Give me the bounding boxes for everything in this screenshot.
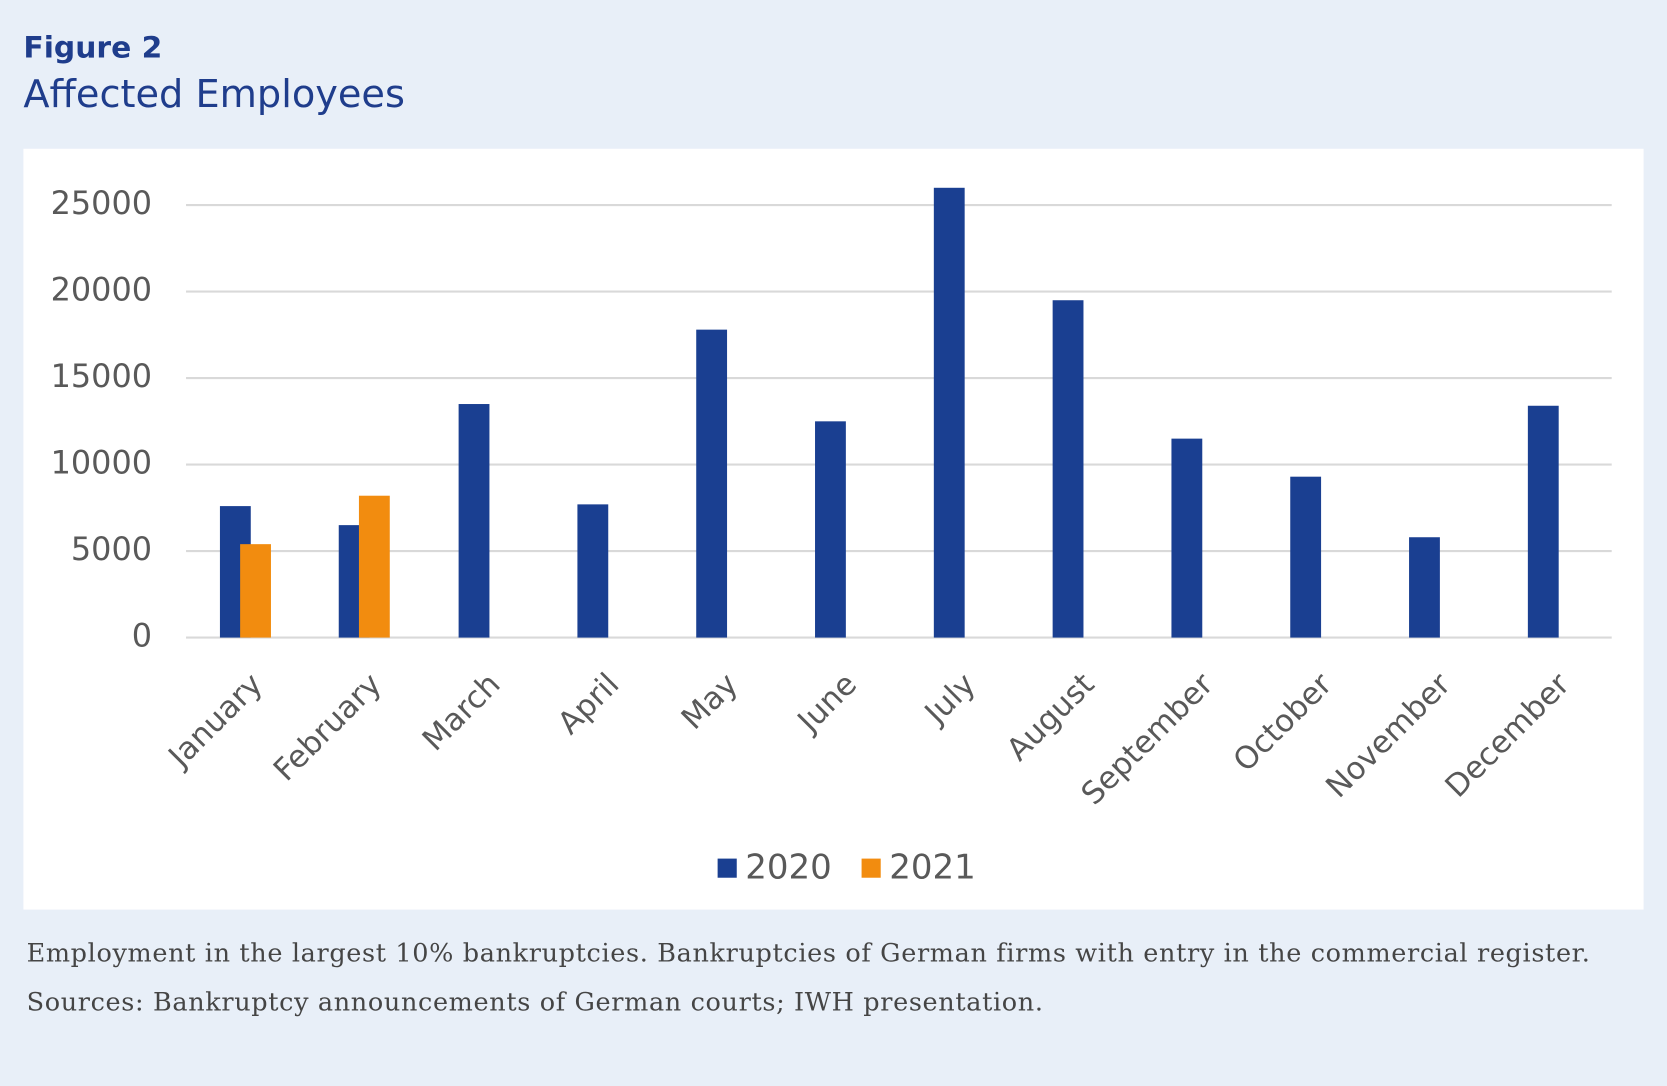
bar	[577, 504, 609, 638]
bar	[1171, 438, 1203, 638]
y-tick-label: 5000	[71, 530, 152, 568]
bar	[240, 544, 271, 638]
bar	[1290, 476, 1322, 638]
legend-swatch	[717, 858, 737, 878]
bar	[1052, 300, 1084, 638]
note: Employment in the largest 10% bankruptci…	[26, 938, 1591, 969]
notes: Employment in the largest 10% bankruptci…	[27, 935, 1632, 1020]
legend-label: 2020	[745, 848, 832, 888]
source: Sources: Bankruptcy announcements of Ger…	[26, 987, 1044, 1017]
y-tick-label: 20000	[51, 271, 152, 309]
bar	[933, 187, 965, 638]
bar	[1409, 537, 1440, 638]
notes-box: Employment in the largest 10% bankruptci…	[27, 935, 1632, 1020]
legend-swatch	[861, 858, 881, 878]
bar	[815, 421, 846, 638]
figure-label: Figure 2	[23, 30, 162, 65]
bar	[358, 495, 390, 638]
legend-label: 2021	[889, 848, 976, 888]
bar	[458, 404, 490, 638]
y-tick-label: 0	[132, 617, 152, 655]
chart-title: Affected Employees	[23, 72, 405, 117]
y-tick-label: 10000	[51, 444, 152, 482]
y-tick-label: 15000	[51, 357, 152, 395]
bar	[1527, 405, 1559, 638]
bar	[696, 329, 728, 638]
y-tick-label: 25000	[51, 184, 152, 222]
